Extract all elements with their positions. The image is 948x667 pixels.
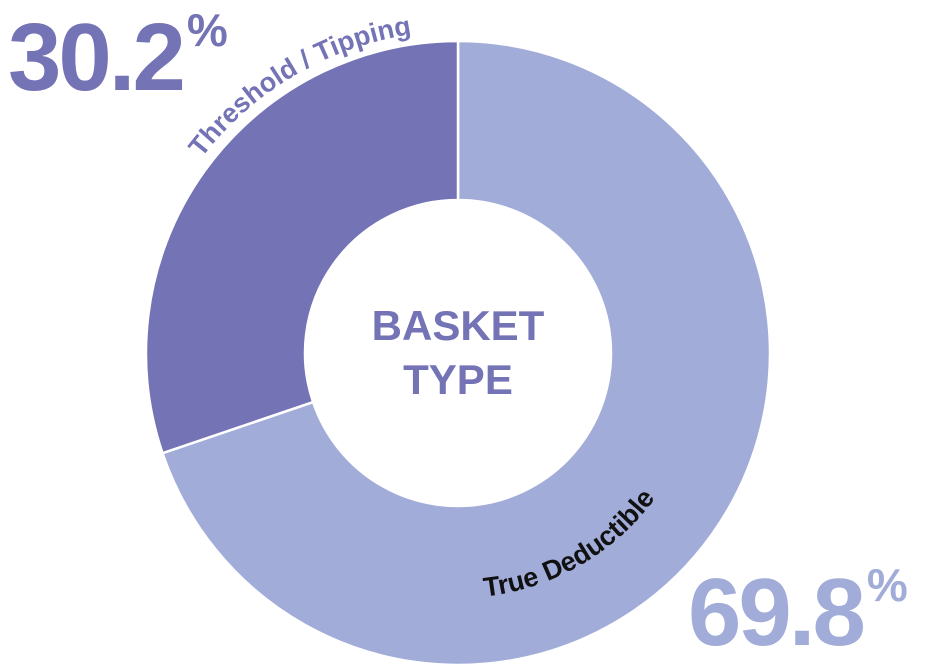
center-label: TYPE [403,356,513,403]
donut-slice [160,39,772,667]
value-number: 30.2 [8,4,183,111]
center-label: BASKET [372,302,545,349]
donut-slice [144,39,460,455]
value-label: 69.8% [688,559,907,666]
value-number: 69.8 [688,559,863,666]
value-unit: % [867,559,907,611]
value-label: 30.2% [8,4,227,111]
value-unit: % [187,4,227,56]
